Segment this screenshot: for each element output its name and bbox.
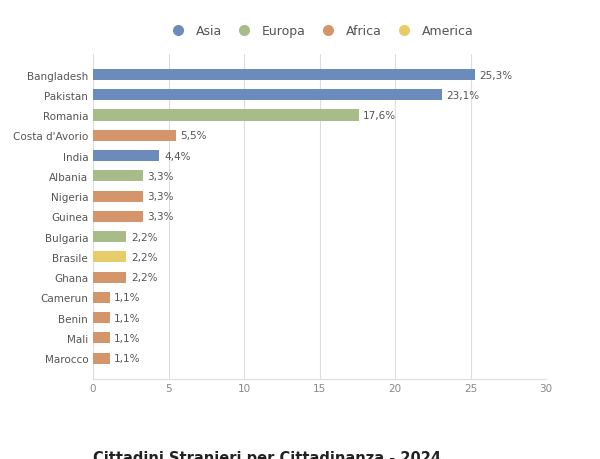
Bar [93, 130, 176, 141]
Legend: Asia, Europa, Africa, America: Asia, Europa, Africa, America [163, 22, 476, 40]
Bar [93, 353, 110, 364]
Text: 23,1%: 23,1% [446, 90, 479, 101]
Text: 1,1%: 1,1% [114, 313, 140, 323]
Text: 3,3%: 3,3% [148, 172, 174, 181]
Bar [93, 292, 110, 303]
Text: Cittadini Stranieri per Cittadinanza - 2024: Cittadini Stranieri per Cittadinanza - 2… [93, 450, 441, 459]
Text: 2,2%: 2,2% [131, 273, 157, 283]
Bar [93, 252, 126, 263]
Text: 1,1%: 1,1% [114, 353, 140, 364]
Text: 25,3%: 25,3% [479, 70, 512, 80]
Bar [93, 211, 143, 223]
Bar [93, 272, 126, 283]
Bar [93, 171, 143, 182]
Bar [93, 151, 160, 162]
Text: 3,3%: 3,3% [148, 192, 174, 202]
Text: 1,1%: 1,1% [114, 333, 140, 343]
Text: 2,2%: 2,2% [131, 232, 157, 242]
Text: 1,1%: 1,1% [114, 293, 140, 303]
Text: 5,5%: 5,5% [181, 131, 207, 141]
Bar [93, 110, 359, 121]
Bar [93, 70, 475, 81]
Text: 2,2%: 2,2% [131, 252, 157, 262]
Bar [93, 333, 110, 344]
Bar [93, 231, 126, 243]
Bar [93, 90, 442, 101]
Text: 4,4%: 4,4% [164, 151, 190, 161]
Bar [93, 191, 143, 202]
Text: 17,6%: 17,6% [363, 111, 397, 121]
Bar [93, 313, 110, 324]
Text: 3,3%: 3,3% [148, 212, 174, 222]
